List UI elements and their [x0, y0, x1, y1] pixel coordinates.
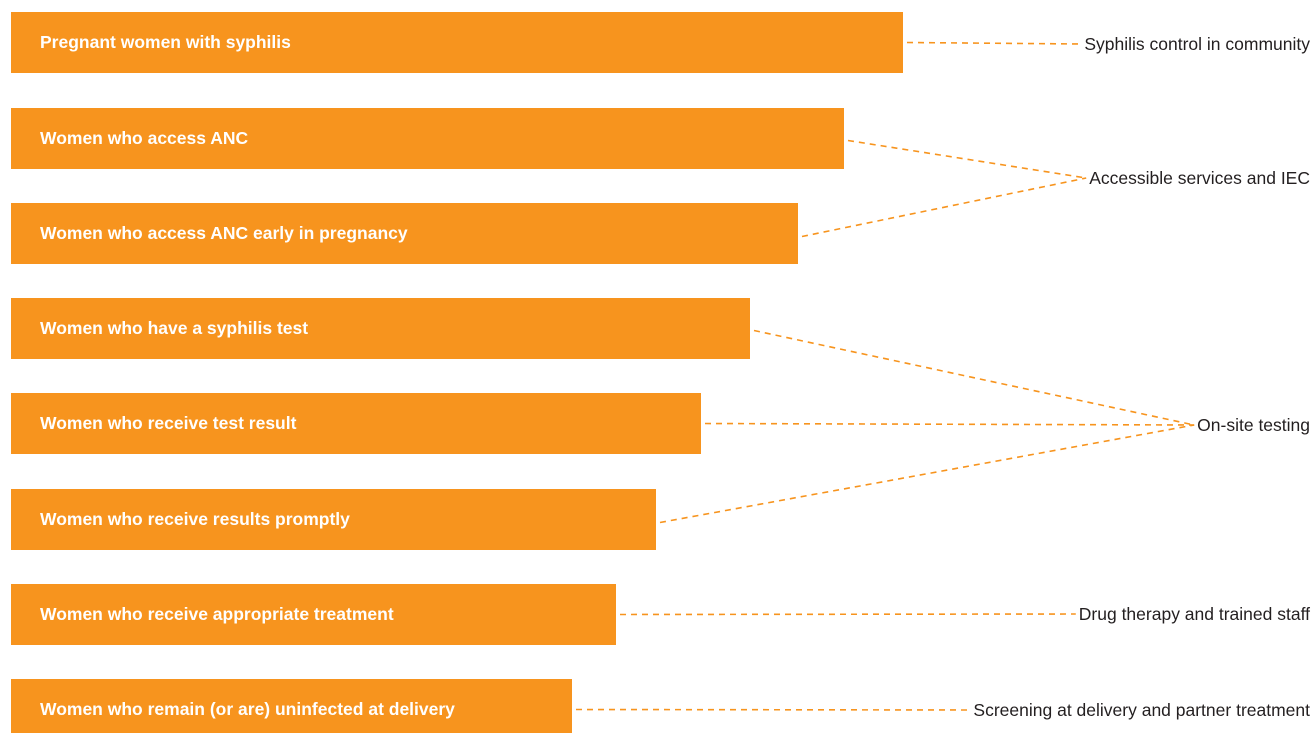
cascade-bar-uninfected-at-delivery: Women who remain (or are) uninfected at … — [11, 679, 572, 733]
cascade-bar-label: Women who receive appropriate treatment — [40, 604, 394, 624]
intervention-drug-therapy: Drug therapy and trained staff — [1078, 604, 1310, 624]
connector-line — [575, 708, 971, 711]
cascade-bar-access-anc-early: Women who access ANC early in pregnancy — [11, 203, 798, 264]
connector-line — [753, 329, 1195, 426]
cascade-bar-syphilis-test: Women who have a syphilis test — [11, 298, 750, 359]
connector-line — [906, 41, 1082, 45]
cascade-bar-results-promptly: Women who receive results promptly — [11, 489, 656, 550]
cascade-bar-pregnant-women: Pregnant women with syphilis — [11, 12, 903, 73]
connector-line — [801, 177, 1087, 238]
cascade-bar-label: Women who have a syphilis test — [40, 318, 309, 338]
cascade-bar-label: Women who access ANC early in pregnancy — [40, 223, 408, 243]
intervention-accessible-services: Accessible services and IEC — [1089, 168, 1310, 188]
cascade-bar-label: Pregnant women with syphilis — [40, 32, 291, 52]
intervention-delivery-screening: Screening at delivery and partner treatm… — [973, 700, 1310, 720]
intervention-community-control: Syphilis control in community — [1084, 34, 1310, 54]
intervention-onsite-testing: On-site testing — [1197, 415, 1310, 435]
connector-line — [619, 613, 1076, 616]
connector-line — [704, 422, 1195, 426]
cascade-bar-appropriate-treatment: Women who receive appropriate treatment — [11, 584, 616, 645]
connector-line — [847, 139, 1087, 179]
cascade-bar-label: Women who access ANC — [40, 128, 249, 148]
connector-line — [659, 424, 1195, 524]
cascade-bar-access-anc: Women who access ANC — [11, 108, 844, 169]
cascade-bar-label: Women who receive results promptly — [40, 509, 350, 529]
cascade-bar-label: Women who receive test result — [40, 413, 297, 433]
cascade-bar-receive-result: Women who receive test result — [11, 393, 701, 454]
cascade-bar-label: Women who remain (or are) uninfected at … — [40, 699, 455, 719]
